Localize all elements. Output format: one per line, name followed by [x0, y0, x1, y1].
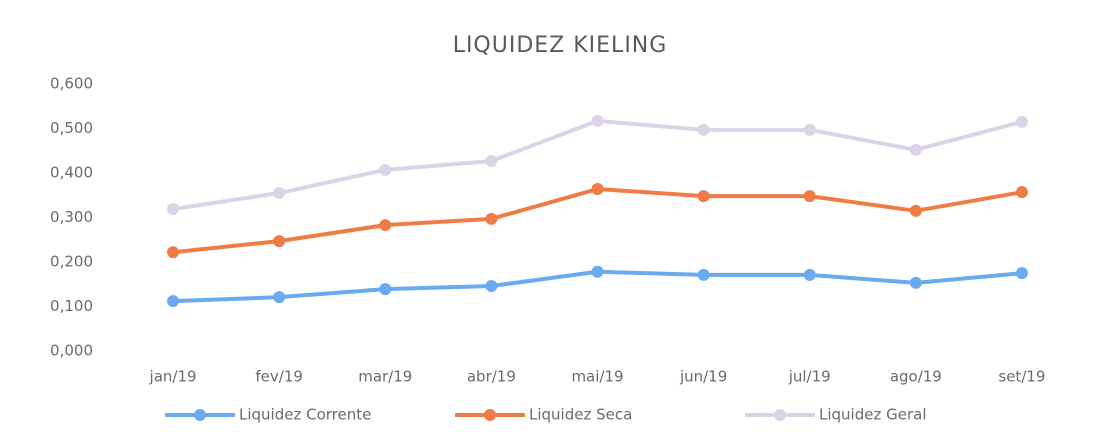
y-tick-label: 0,600 [50, 75, 93, 93]
series-line [172, 118, 1023, 212]
y-tick-label: 0,000 [50, 342, 93, 360]
point [591, 265, 604, 278]
point [167, 295, 180, 308]
point [485, 154, 498, 167]
legend-label: Liquidez Corrente [239, 406, 371, 424]
y-tick-label: 0,500 [50, 119, 93, 137]
point [273, 187, 286, 200]
x-tick-label: mai/19 [571, 368, 623, 386]
y-tick-label: 0,200 [50, 253, 93, 271]
point [1015, 267, 1028, 280]
point [697, 190, 710, 203]
x-tick-label: mar/19 [358, 368, 412, 386]
x-tick-label: jun/19 [679, 368, 727, 386]
point [167, 203, 180, 216]
point [379, 163, 392, 176]
x-tick-label: set/19 [998, 368, 1045, 386]
point [909, 276, 922, 289]
legend-marker [484, 409, 496, 421]
legend-marker [774, 409, 786, 421]
point [1015, 115, 1028, 128]
point [591, 114, 604, 127]
y-tick-label: 0,300 [50, 208, 93, 226]
point [591, 183, 604, 196]
x-tick-label: abr/19 [467, 368, 516, 386]
point [1015, 186, 1028, 199]
point [379, 219, 392, 232]
chart-title: LIQUIDEZ KIELING [453, 33, 668, 58]
point [485, 280, 498, 293]
point [803, 268, 816, 281]
x-tick-label: ago/19 [890, 368, 942, 386]
point [273, 291, 286, 304]
point [803, 123, 816, 136]
point [379, 283, 392, 296]
point [697, 123, 710, 136]
series-line [172, 187, 1023, 255]
point [167, 246, 180, 259]
point [909, 204, 922, 217]
y-tick-label: 0,100 [50, 297, 93, 315]
x-tick-label: jan/19 [149, 368, 197, 386]
point [909, 143, 922, 156]
point [697, 268, 710, 281]
point [485, 212, 498, 225]
x-tick-label: jul/19 [788, 368, 831, 386]
legend-marker [194, 409, 206, 421]
y-tick-label: 0,400 [50, 164, 93, 182]
x-tick-label: fev/19 [255, 368, 303, 386]
point [803, 190, 816, 203]
point [273, 235, 286, 248]
legend-label: Liquidez Geral [819, 406, 927, 424]
legend-label: Liquidez Seca [529, 406, 632, 424]
